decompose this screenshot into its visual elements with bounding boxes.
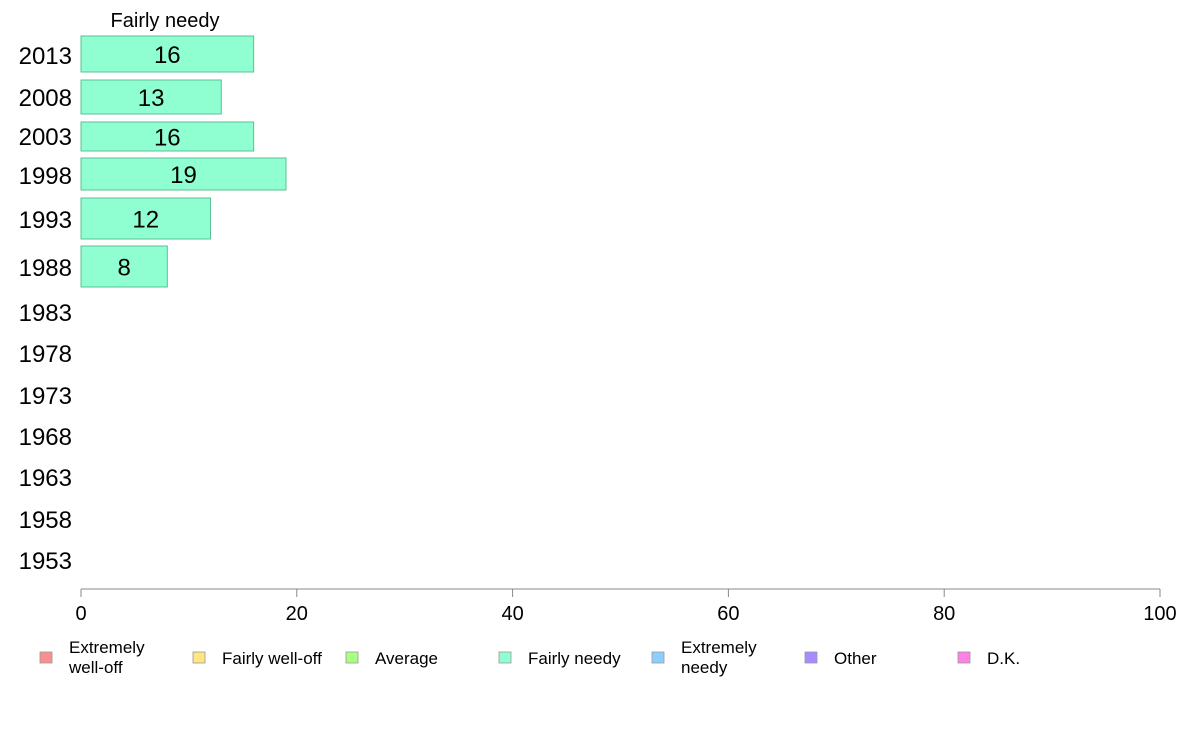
bar-2008	[80, 79, 222, 115]
year-label-1993: 1993	[19, 207, 72, 234]
year-label-1953: 1953	[19, 548, 72, 575]
bar-value-2013: 16	[154, 42, 181, 69]
legend-label-0-line0: Extremely	[69, 638, 145, 657]
year-labels: 2013 2008 2003 1998 1993 1988 1983 1978 1973 1968…	[19, 43, 72, 575]
year-label-1998: 1998	[19, 163, 72, 190]
legend-label-2: Average	[375, 649, 438, 668]
legend-label-4-line1: needy	[681, 658, 728, 677]
legend-swatch-3	[498, 651, 512, 664]
legend-swatch-2	[345, 651, 359, 664]
legend-swatch-5	[804, 651, 818, 664]
year-label-1968: 1968	[19, 424, 72, 451]
legend-label-1: Fairly well-off	[222, 649, 322, 668]
x-tick-label-80: 80	[933, 603, 955, 625]
legend-label-6: D.K.	[987, 649, 1020, 668]
bar-2003	[80, 121, 255, 152]
bar-value-1993: 12	[132, 207, 159, 234]
bar-2013	[80, 35, 255, 73]
legend-swatch-0	[39, 651, 53, 664]
x-tick-label-100: 100	[1143, 603, 1176, 625]
bar-1998	[80, 157, 287, 191]
legend-swatch-6	[957, 651, 971, 664]
series-title: Fairly needy	[111, 10, 220, 32]
x-tick-label-40: 40	[501, 603, 523, 625]
x-tick-label-20: 20	[286, 603, 308, 625]
bar-value-2008: 13	[138, 85, 165, 112]
year-label-1963: 1963	[19, 465, 72, 492]
bar-value-1988: 8	[117, 255, 130, 282]
legend-label-5: Other	[834, 649, 877, 668]
legend-label-3: Fairly needy	[528, 649, 621, 668]
x-axis: 0 20 40 60 80 100	[75, 588, 1177, 625]
bar-1993	[80, 197, 211, 240]
bars-layer: 16 13 16 19 128	[80, 35, 287, 288]
x-tick-label-60: 60	[717, 603, 739, 625]
year-label-1978: 1978	[19, 341, 72, 368]
legend-label-0-line1: well-off	[68, 658, 123, 677]
year-label-2013: 2013	[19, 43, 72, 70]
bar-value-2003: 16	[154, 125, 181, 152]
year-label-1958: 1958	[19, 507, 72, 534]
year-label-2003: 2003	[19, 124, 72, 151]
year-label-1983: 1983	[19, 300, 72, 327]
legend-swatch-4	[651, 651, 665, 664]
bar-1988	[80, 245, 168, 288]
year-label-2008: 2008	[19, 85, 72, 112]
bar-value-1998: 19	[170, 162, 197, 189]
legend-swatch-1	[192, 651, 206, 664]
year-label-1988: 1988	[19, 255, 72, 282]
legend-label-4-line0: Extremely	[681, 638, 757, 657]
year-label-1973: 1973	[19, 383, 72, 410]
x-tick-label-0: 0	[75, 603, 86, 625]
